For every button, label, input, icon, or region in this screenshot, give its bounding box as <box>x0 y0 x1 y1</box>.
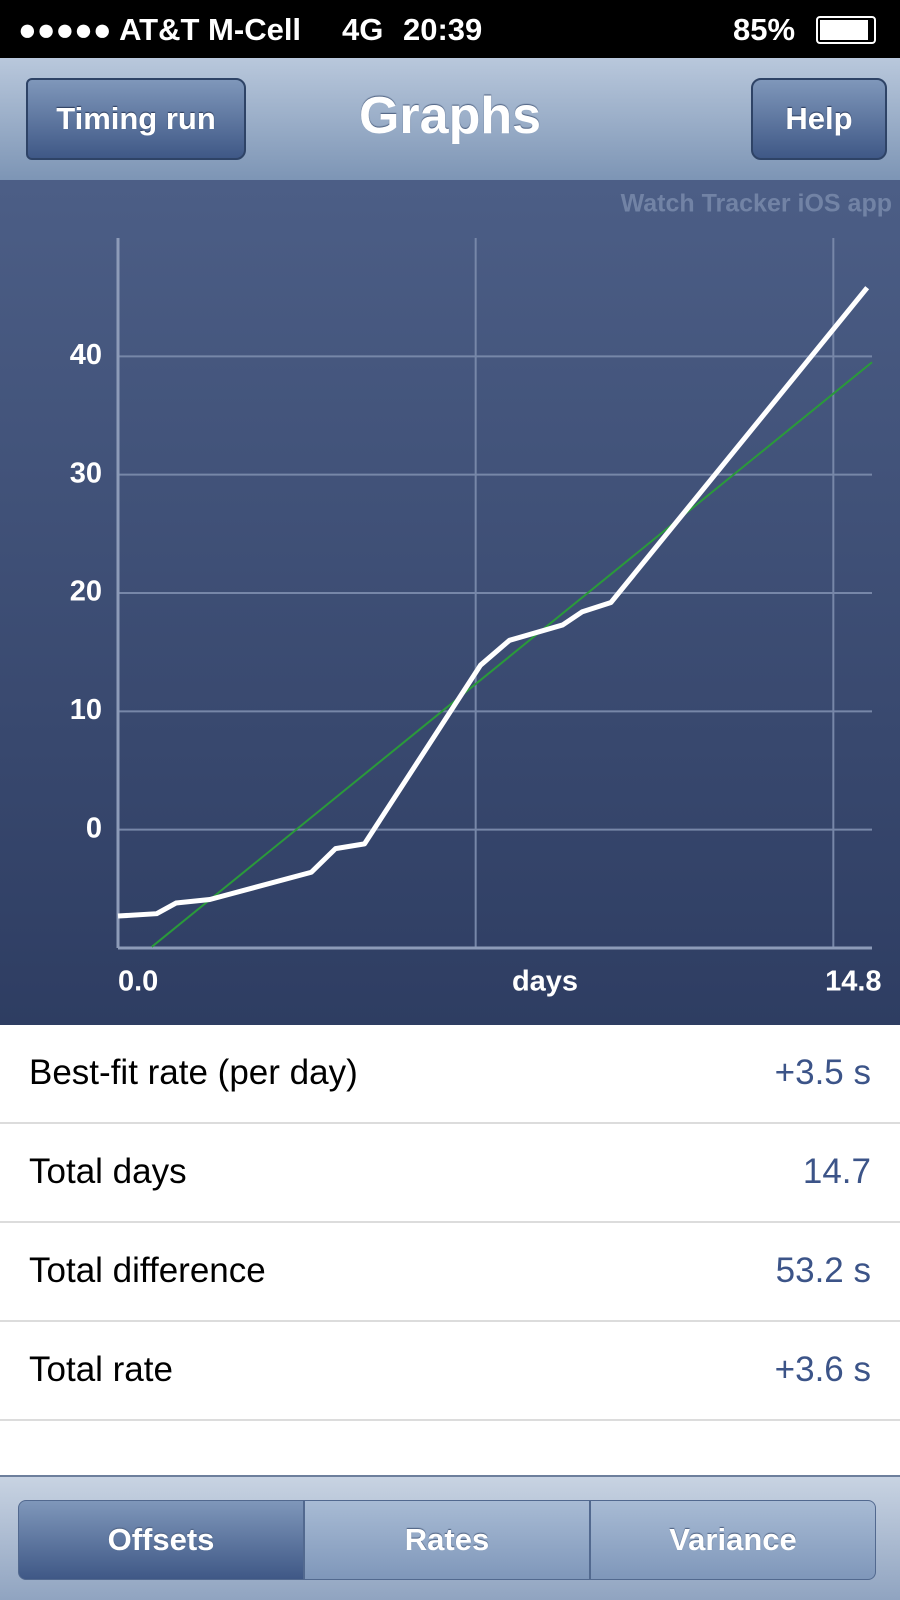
status-bar: ●●●●● AT&T M-Cell 4G 20:39 85% <box>0 0 900 58</box>
watermark: Watch Tracker iOS app <box>621 190 892 218</box>
tab[interactable]: Offsets <box>18 1500 304 1580</box>
battery-percent: 85% <box>733 12 796 47</box>
stat-label: Best-fit rate (per day) <box>29 1053 358 1092</box>
nav-bar: Timing run Graphs Help <box>0 58 900 181</box>
stat-label: Total days <box>29 1152 187 1191</box>
time: 20:39 <box>403 12 483 47</box>
x-tick-label: 14.8 <box>825 966 881 998</box>
battery-icon <box>816 16 876 44</box>
network: 4G <box>342 12 384 47</box>
help-button[interactable]: Help <box>751 78 887 160</box>
chart: Watch Tracker iOS app 0 10 20 30 40 0.0 14.8 da… <box>0 180 900 1025</box>
stat-value: 14.7 <box>802 1152 871 1191</box>
carrier: ●●●●● AT&T M-Cell <box>18 12 302 47</box>
stat-row: Best-fit rate (per day) +3.5 s <box>0 1025 900 1124</box>
stat-row: Total rate +3.6 s <box>0 1322 900 1421</box>
stat-value: +3.5 s <box>774 1053 871 1092</box>
y-tick-label: 10 <box>70 694 102 726</box>
y-tick-label: 20 <box>70 576 102 608</box>
y-tick-label: 0 <box>86 812 102 844</box>
back-button[interactable]: Timing run <box>26 78 246 160</box>
tab[interactable]: Variance <box>590 1500 876 1580</box>
stat-value: 53.2 s <box>775 1251 871 1290</box>
stat-row: Total difference 53.2 s <box>0 1223 900 1322</box>
y-tick-label: 30 <box>70 457 102 489</box>
nav-title: Graphs <box>358 87 542 145</box>
x-axis-label: days <box>512 966 578 998</box>
data-line <box>117 286 870 919</box>
tab-bar: Offsets Rates Variance <box>0 1475 900 1600</box>
stat-label: Total difference <box>29 1251 266 1290</box>
y-tick-label: 40 <box>70 339 102 371</box>
stat-row: Total days 14.7 <box>0 1124 900 1223</box>
tab[interactable]: Rates <box>304 1500 590 1580</box>
x-tick-label: 0.0 <box>118 966 158 998</box>
stat-label: Total rate <box>29 1350 173 1389</box>
stat-value: +3.6 s <box>774 1350 871 1389</box>
chart-background <box>0 180 900 1025</box>
data-line <box>151 361 873 948</box>
